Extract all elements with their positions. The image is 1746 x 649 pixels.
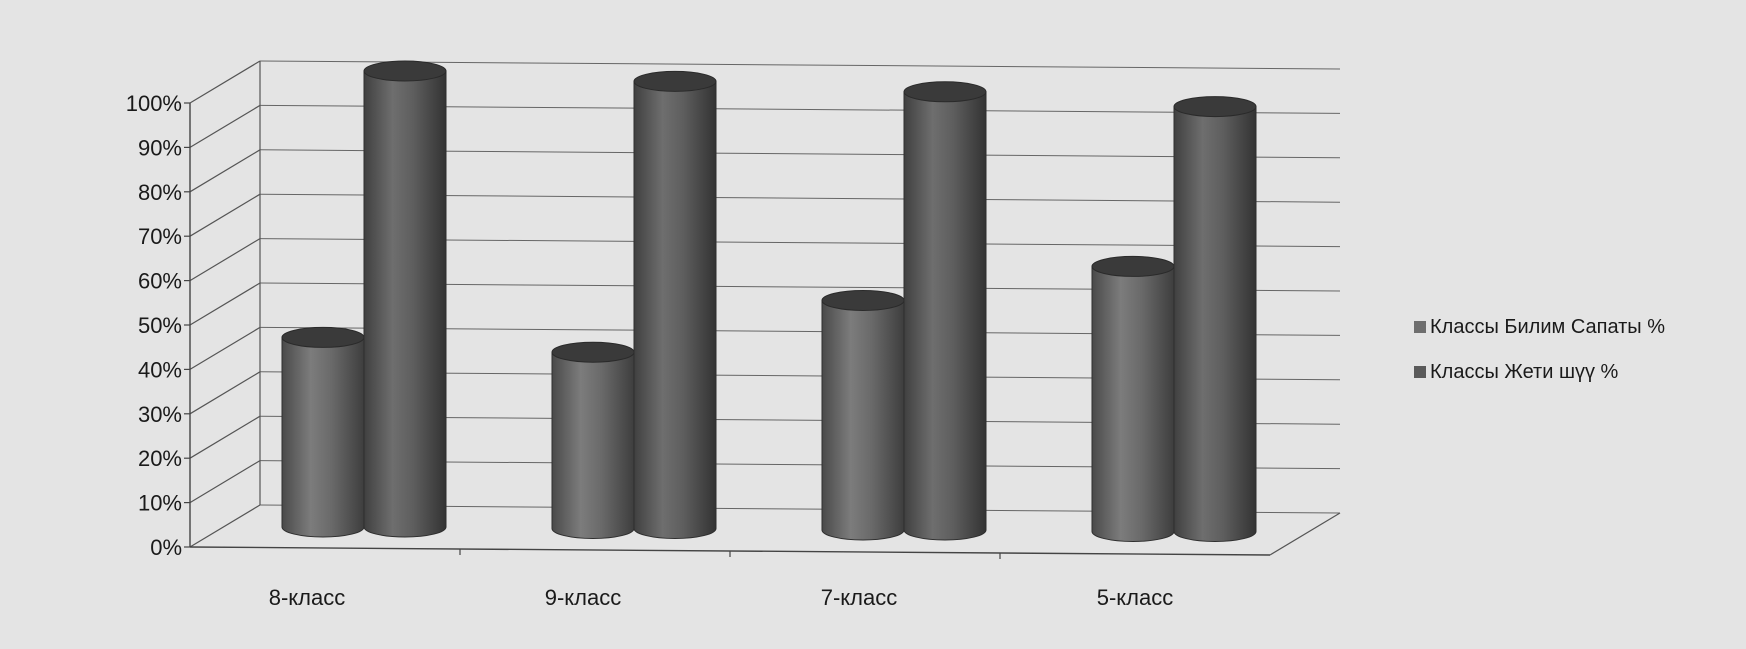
bar	[821, 289, 905, 541]
gridline-side	[189, 60, 261, 104]
bar-top	[363, 60, 447, 82]
bar	[1091, 255, 1175, 542]
y-tick-label: 0%	[150, 535, 182, 560]
bar-top	[551, 341, 635, 363]
y-tick-label: 70%	[138, 224, 182, 249]
x-tick-label: 8-класс	[269, 585, 346, 610]
y-tick-label: 20%	[138, 446, 182, 471]
legend-swatch	[1414, 321, 1426, 333]
legend-swatch	[1414, 366, 1426, 378]
bar-body	[281, 336, 365, 538]
gridline-side	[189, 282, 261, 326]
gridline-side	[189, 326, 261, 370]
legend-label: Классы Жети шүү %	[1430, 361, 1619, 383]
gridline-side	[189, 238, 261, 282]
bar-body	[363, 70, 447, 538]
gridline-side	[189, 415, 261, 459]
x-tick-label: 9-класс	[545, 585, 622, 610]
bar-top	[1173, 96, 1257, 118]
bar-top	[903, 81, 987, 103]
bar	[551, 341, 635, 539]
floor-edge	[1269, 512, 1341, 556]
bar	[363, 60, 447, 538]
gridline-side	[189, 460, 261, 504]
bar	[1173, 96, 1257, 542]
y-axis-labels: 0% 10% 20% 30% 40% 50% 60% 70% 80% 90% 100%	[126, 91, 182, 560]
y-tick-label: 10%	[138, 491, 182, 516]
y-tick-label: 60%	[138, 269, 182, 294]
legend: Классы Билим Сапаты % Классы Жети шүү %	[1414, 316, 1665, 383]
bar-body	[1173, 106, 1257, 542]
bar-body	[1091, 265, 1175, 542]
bar	[281, 326, 365, 538]
bar-body	[903, 91, 987, 541]
bar-body	[551, 351, 635, 539]
bar-top	[1091, 255, 1175, 277]
y-tick-label: 100%	[126, 91, 182, 116]
gridline-side	[189, 149, 261, 193]
bar-top	[821, 289, 905, 311]
bar	[633, 70, 717, 539]
axes	[184, 61, 1341, 559]
bar-body	[633, 80, 717, 539]
x-tick-label: 5-класс	[1097, 585, 1174, 610]
y-tick-label: 80%	[138, 180, 182, 205]
gridline-side	[189, 504, 261, 548]
gridline-side	[189, 371, 261, 415]
bar-top	[633, 70, 717, 92]
legend-label: Классы Билим Сапаты %	[1430, 316, 1665, 338]
bar	[903, 81, 987, 541]
y-tick-label: 50%	[138, 313, 182, 338]
bar-body	[821, 299, 905, 541]
x-axis-labels: 8-класс 9-класс 7-класс 5-класс	[269, 585, 1174, 610]
y-tick-label: 40%	[138, 357, 182, 382]
gridline-side	[189, 104, 261, 148]
x-tick-label: 7-класс	[821, 585, 898, 610]
gridline-side	[189, 193, 261, 237]
y-tick-label: 30%	[138, 402, 182, 427]
y-tick-label: 90%	[138, 135, 182, 160]
gridline-back	[259, 60, 1341, 70]
bar-top	[281, 326, 365, 348]
bars	[281, 60, 1257, 542]
